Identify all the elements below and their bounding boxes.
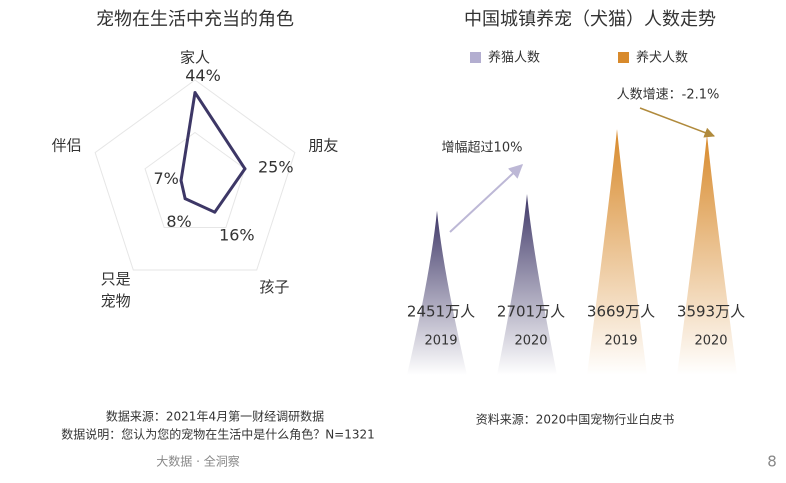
category-label: 只是宠物	[100, 269, 131, 310]
category-label: 家人	[180, 49, 210, 67]
radar-point	[179, 178, 183, 182]
radar-point	[193, 91, 197, 95]
data-label: 7%	[153, 169, 178, 188]
data-label: 8%	[166, 212, 191, 231]
data-label: 44%	[185, 66, 221, 85]
radar-point	[213, 210, 217, 214]
radar-area	[179, 91, 247, 214]
annotation: 增幅超过10%	[442, 141, 523, 156]
x-tick-label: 2020	[694, 334, 727, 349]
page-number: 8	[767, 453, 777, 471]
radar-grid	[94, 79, 296, 271]
x-tick-label: 2019	[424, 334, 457, 349]
radar-grid	[144, 131, 246, 228]
arrow	[449, 164, 524, 233]
x-tick-label: 2019	[604, 334, 637, 349]
data-label: 3669万人	[587, 303, 655, 321]
x-tick-label: 2020	[514, 334, 547, 349]
legend-swatch	[618, 52, 629, 63]
chart-title: 宠物在生活中充当的角色	[96, 9, 294, 30]
radar-point	[183, 197, 187, 201]
legend-swatch	[470, 52, 481, 63]
data-label: 25%	[258, 157, 294, 176]
data-label: 16%	[219, 225, 255, 244]
data-label: 2701万人	[497, 303, 565, 321]
spike	[407, 210, 467, 375]
note: 数据说明：您认为您的宠物在生活中是什么角色？N=1321	[61, 427, 375, 442]
legend-label: 养猫人数	[488, 50, 540, 66]
arrow	[639, 107, 715, 138]
spike	[497, 194, 557, 375]
radar-point	[243, 167, 247, 171]
chart-title: 中国城镇养宠（犬猫）人数走势	[464, 9, 716, 30]
annotation: 人数增速：-2.1%	[617, 88, 720, 103]
note: 数据来源：2021年4月第一财经调研数据	[106, 409, 324, 424]
source: 资料来源：2020中国宠物行业白皮书	[476, 412, 675, 427]
category-label: 朋友	[308, 136, 338, 154]
legend-label: 养犬人数	[636, 50, 688, 66]
spike	[677, 134, 737, 375]
tagline: 大数据 · 全洞察	[156, 454, 239, 469]
spike	[587, 129, 647, 375]
category-label: 伴侣	[52, 136, 82, 154]
data-label: 2451万人	[407, 303, 475, 321]
data-label: 3593万人	[677, 303, 745, 321]
category-label: 孩子	[259, 278, 289, 296]
